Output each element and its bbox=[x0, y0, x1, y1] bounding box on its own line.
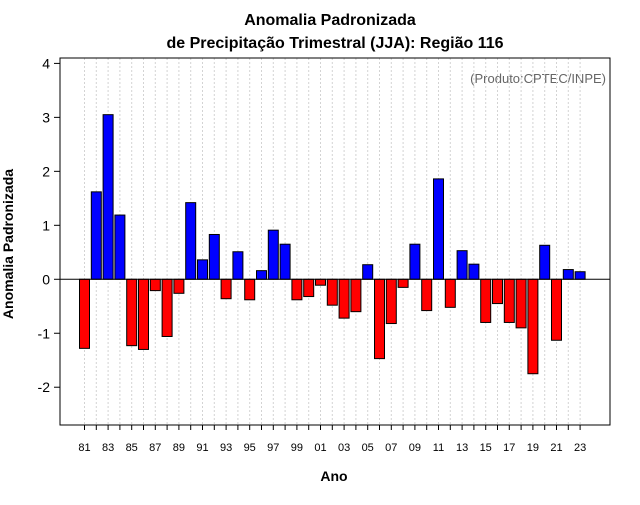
y-tick-label: 3 bbox=[42, 109, 50, 125]
x-tick-label: 15 bbox=[480, 442, 492, 454]
bar-21 bbox=[551, 278, 562, 341]
bar-14 bbox=[468, 263, 480, 280]
bar-94 bbox=[232, 251, 244, 280]
bar-96 bbox=[256, 270, 267, 280]
bar-81 bbox=[79, 278, 90, 349]
bar-88 bbox=[161, 278, 173, 337]
x-tick-label: 09 bbox=[409, 442, 421, 454]
y-tick-label: 0 bbox=[42, 271, 50, 287]
bar-87 bbox=[149, 278, 161, 292]
x-tick-label: 97 bbox=[267, 442, 279, 454]
bar-82 bbox=[90, 191, 102, 280]
bar-92 bbox=[208, 233, 220, 280]
x-tick-label: 85 bbox=[126, 442, 138, 454]
bar-83 bbox=[102, 114, 114, 280]
x-tick-label: 89 bbox=[173, 442, 185, 454]
y-tick-label: 1 bbox=[42, 217, 50, 233]
bar-00 bbox=[303, 278, 315, 298]
chart-subtitle: de Precipitação Trimestral (JJA): Região… bbox=[166, 35, 503, 52]
x-tick-label: 95 bbox=[244, 442, 256, 454]
x-tick-label: 87 bbox=[149, 442, 161, 454]
bar-17 bbox=[503, 278, 515, 323]
bar-19 bbox=[527, 278, 539, 375]
bar-89 bbox=[173, 278, 185, 294]
bar-13 bbox=[456, 250, 468, 280]
x-tick-label: 91 bbox=[196, 442, 208, 454]
x-axis: 81 83 85 87 89 91 93 95 97 99 01 03 05 07 09 11 13 15 17 19… bbox=[78, 425, 586, 454]
source-annotation: (Produto:CPTEC/INPE) bbox=[470, 71, 606, 86]
bar-03 bbox=[338, 278, 350, 319]
bar-90 bbox=[185, 202, 197, 280]
x-axis-label: Ano bbox=[320, 468, 347, 484]
y-axis: -2 -1 0 1 2 3 4 bbox=[38, 55, 60, 395]
bar-97 bbox=[267, 229, 279, 280]
x-tick-label: 83 bbox=[102, 442, 114, 454]
bar-22 bbox=[562, 269, 574, 280]
x-tick-label: 23 bbox=[574, 442, 586, 454]
x-tick-label: 21 bbox=[550, 442, 562, 454]
gridlines bbox=[84, 58, 581, 425]
bar-08 bbox=[397, 278, 409, 288]
y-tick-label: 4 bbox=[42, 55, 50, 71]
x-tick-label: 19 bbox=[527, 442, 539, 454]
x-tick-label: 07 bbox=[385, 442, 397, 454]
bar-20 bbox=[539, 244, 551, 280]
x-tick-label: 93 bbox=[220, 442, 232, 454]
bar-98 bbox=[279, 243, 291, 280]
bar-95 bbox=[244, 278, 256, 301]
bar-23 bbox=[574, 271, 586, 280]
bar-09 bbox=[409, 243, 421, 280]
chart-title: Anomalia Padronizada bbox=[244, 12, 416, 29]
bar-99 bbox=[291, 278, 303, 301]
bar-18 bbox=[515, 278, 527, 329]
y-tick-label: -2 bbox=[38, 379, 51, 395]
bars bbox=[79, 114, 586, 375]
y-tick-label: -1 bbox=[38, 325, 51, 341]
bar-84 bbox=[114, 214, 126, 280]
bar-11 bbox=[433, 178, 444, 280]
bar-15 bbox=[480, 278, 492, 323]
bar-85 bbox=[126, 278, 138, 347]
y-axis-label: Anomalia Padronizada bbox=[0, 169, 16, 319]
bar-02 bbox=[326, 278, 338, 306]
x-tick-label: 03 bbox=[338, 442, 350, 454]
bar-07 bbox=[385, 278, 397, 325]
bar-01 bbox=[315, 278, 326, 286]
x-tick-label: 81 bbox=[78, 442, 90, 454]
bar-16 bbox=[492, 278, 503, 305]
bar-93 bbox=[220, 278, 232, 300]
x-tick-label: 11 bbox=[433, 442, 444, 454]
x-tick-label: 05 bbox=[362, 442, 374, 454]
y-tick-label: 2 bbox=[42, 163, 50, 179]
x-tick-label: 01 bbox=[314, 442, 326, 454]
bar-05 bbox=[362, 264, 374, 280]
x-tick-label: 13 bbox=[456, 442, 468, 454]
bar-12 bbox=[444, 278, 456, 308]
x-tick-label: 99 bbox=[291, 442, 303, 454]
bar-06 bbox=[374, 278, 385, 360]
bar-91 bbox=[197, 259, 208, 280]
x-tick-label: 17 bbox=[503, 442, 515, 454]
bar-86 bbox=[138, 278, 149, 350]
bar-04 bbox=[350, 278, 362, 313]
bar-10 bbox=[421, 278, 433, 312]
plot-frame bbox=[59, 57, 611, 426]
